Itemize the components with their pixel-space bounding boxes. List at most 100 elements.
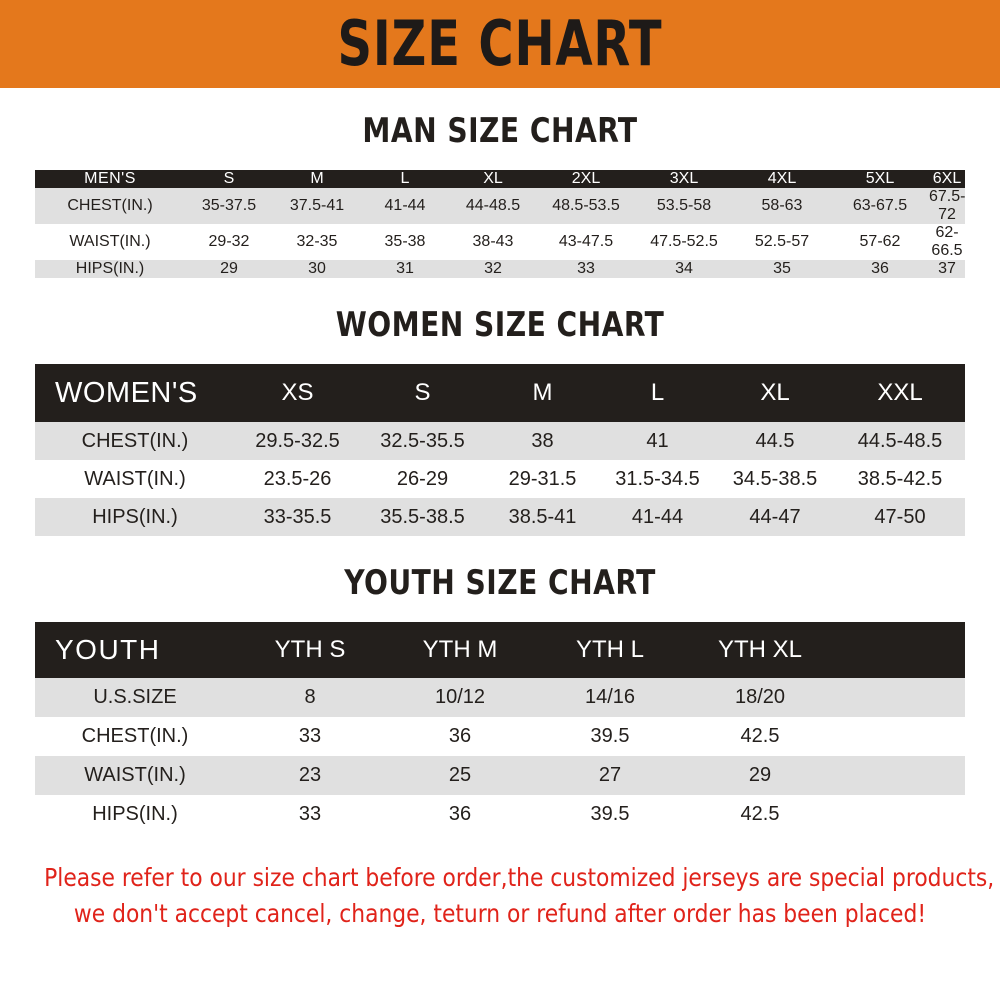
man-column-header-3xl: 3XL bbox=[669, 170, 699, 187]
man-column-header-4xl: 4XL bbox=[767, 170, 797, 187]
women-size-chart-block: WOMEN'S XS S M L XL XXL CHEST(IN.) 29.5-32.5 32.5… bbox=[35, 364, 965, 536]
table-cell: 38 bbox=[485, 422, 600, 460]
table-cell: 10/12 bbox=[385, 678, 535, 717]
table-cell: 30 bbox=[273, 260, 361, 278]
women-column-header-s: S bbox=[414, 379, 431, 406]
women-column-header-m: M bbox=[532, 379, 553, 406]
women-section-title: WOMEN SIZE CHART bbox=[335, 305, 665, 345]
women-row-label: WAIST(IN.) bbox=[35, 460, 235, 498]
table-cell: 41-44 bbox=[361, 188, 449, 224]
table-cell-spacer bbox=[835, 717, 965, 756]
table-cell: 35-38 bbox=[361, 224, 449, 260]
table-cell: 35-37.5 bbox=[185, 188, 273, 224]
table-row: CHEST(IN.) 33 36 39.5 42.5 bbox=[35, 717, 965, 756]
table-cell: 23.5-26 bbox=[235, 460, 360, 498]
women-column-header-xl: XL bbox=[760, 379, 790, 406]
table-cell: 33 bbox=[235, 795, 385, 834]
table-cell: 29 bbox=[185, 260, 273, 278]
table-row: WAIST(IN.) 23 25 27 29 bbox=[35, 756, 965, 795]
table-cell: 34 bbox=[635, 260, 733, 278]
table-cell: 31 bbox=[361, 260, 449, 278]
table-cell: 36 bbox=[385, 795, 535, 834]
man-corner-label: MEN'S bbox=[84, 170, 136, 187]
table-cell: 39.5 bbox=[535, 717, 685, 756]
table-cell-spacer bbox=[835, 795, 965, 834]
youth-row-label: U.S.SIZE bbox=[35, 678, 235, 717]
table-cell-spacer bbox=[835, 678, 965, 717]
table-cell: 52.5-57 bbox=[733, 224, 831, 260]
table-cell: 62-66.5 bbox=[929, 224, 965, 260]
table-cell: 32-35 bbox=[273, 224, 361, 260]
table-cell: 29.5-32.5 bbox=[235, 422, 360, 460]
man-row-label: HIPS(IN.) bbox=[35, 260, 185, 278]
man-row-label: WAIST(IN.) bbox=[35, 224, 185, 260]
youth-section-title: YOUTH SIZE CHART bbox=[344, 563, 656, 603]
table-cell: 8 bbox=[235, 678, 385, 717]
women-table-header-row: WOMEN'S XS S M L XL XXL bbox=[35, 364, 965, 422]
table-cell: 42.5 bbox=[685, 795, 835, 834]
youth-row-label: CHEST(IN.) bbox=[35, 717, 235, 756]
youth-table-header-row: YOUTH YTH S YTH M YTH L YTH XL bbox=[35, 622, 965, 678]
youth-column-header-yth-l: YTH L bbox=[575, 636, 644, 663]
table-cell: 31.5-34.5 bbox=[600, 460, 715, 498]
table-cell: 47.5-52.5 bbox=[635, 224, 733, 260]
table-row: WAIST(IN.) 29-32 32-35 35-38 38-43 43-47.5 47.… bbox=[35, 224, 965, 260]
page-title: SIZE CHART bbox=[337, 7, 663, 80]
table-cell: 14/16 bbox=[535, 678, 685, 717]
man-size-chart-block: MEN'S S M L XL 2XL 3XL 4XL 5XL 6XL CHEST(IN.) 35-37… bbox=[35, 170, 965, 278]
table-row: HIPS(IN.) 33-35.5 35.5-38.5 38.5-41 41-44 44-… bbox=[35, 498, 965, 536]
table-cell: 25 bbox=[385, 756, 535, 795]
table-cell: 33 bbox=[537, 260, 635, 278]
table-row: CHEST(IN.) 35-37.5 37.5-41 41-44 44-48.5 48.5… bbox=[35, 188, 965, 224]
size-chart-sections: MAN SIZE CHART MEN'S S M L XL 2XL 3XL 4XL 5XL 6XL C… bbox=[0, 114, 1000, 834]
table-cell: 39.5 bbox=[535, 795, 685, 834]
table-cell: 57-62 bbox=[831, 224, 929, 260]
women-column-header-l: L bbox=[650, 379, 665, 406]
table-cell: 36 bbox=[385, 717, 535, 756]
man-column-header-xl: XL bbox=[483, 170, 503, 187]
table-cell: 33 bbox=[235, 717, 385, 756]
women-row-label: HIPS(IN.) bbox=[35, 498, 235, 536]
table-cell: 43-47.5 bbox=[537, 224, 635, 260]
man-size-table: MEN'S S M L XL 2XL 3XL 4XL 5XL 6XL CHEST(IN.) 35-37… bbox=[35, 170, 965, 278]
table-cell: 42.5 bbox=[685, 717, 835, 756]
table-row: WAIST(IN.) 23.5-26 26-29 29-31.5 31.5-34.5 34… bbox=[35, 460, 965, 498]
man-column-header-6xl: 6XL bbox=[932, 170, 962, 187]
youth-header-spacer bbox=[835, 622, 965, 678]
table-cell: 35.5-38.5 bbox=[360, 498, 485, 536]
man-column-header-2xl: 2XL bbox=[571, 170, 601, 187]
man-column-header-m: M bbox=[310, 170, 324, 187]
youth-size-table: YOUTH YTH S YTH M YTH L YTH XL U.S.SIZE 8 10/12… bbox=[35, 622, 965, 834]
table-cell: 33-35.5 bbox=[235, 498, 360, 536]
table-cell: 44.5-48.5 bbox=[835, 422, 965, 460]
women-size-table: WOMEN'S XS S M L XL XXL CHEST(IN.) 29.5-32.5 32.5… bbox=[35, 364, 965, 536]
table-cell: 32.5-35.5 bbox=[360, 422, 485, 460]
table-cell: 29 bbox=[685, 756, 835, 795]
women-row-label: CHEST(IN.) bbox=[35, 422, 235, 460]
table-cell: 44.5 bbox=[715, 422, 835, 460]
table-cell: 29-31.5 bbox=[485, 460, 600, 498]
footer-disclaimer: Please refer to our size chart before or… bbox=[30, 860, 994, 933]
youth-row-label: HIPS(IN.) bbox=[35, 795, 235, 834]
man-table-header-row: MEN'S S M L XL 2XL 3XL 4XL 5XL 6XL bbox=[35, 170, 965, 188]
table-cell: 48.5-53.5 bbox=[537, 188, 635, 224]
table-cell: 37.5-41 bbox=[273, 188, 361, 224]
table-cell: 47-50 bbox=[835, 498, 965, 536]
table-row: CHEST(IN.) 29.5-32.5 32.5-35.5 38 41 44.5 44.5… bbox=[35, 422, 965, 460]
table-cell: 38.5-41 bbox=[485, 498, 600, 536]
table-cell: 63-67.5 bbox=[831, 188, 929, 224]
table-row: U.S.SIZE 8 10/12 14/16 18/20 bbox=[35, 678, 965, 717]
table-cell: 44-48.5 bbox=[449, 188, 537, 224]
youth-row-label: WAIST(IN.) bbox=[35, 756, 235, 795]
man-column-header-5xl: 5XL bbox=[865, 170, 895, 187]
table-cell: 41 bbox=[600, 422, 715, 460]
footer-line-2: we don't accept cancel, change, teturn o… bbox=[73, 899, 927, 929]
table-cell: 53.5-58 bbox=[635, 188, 733, 224]
youth-column-header-yth-s: YTH S bbox=[274, 636, 346, 663]
table-cell: 38-43 bbox=[449, 224, 537, 260]
table-cell: 26-29 bbox=[360, 460, 485, 498]
youth-column-header-yth-m: YTH M bbox=[422, 636, 498, 663]
table-cell: 32 bbox=[449, 260, 537, 278]
youth-size-chart-block: YOUTH YTH S YTH M YTH L YTH XL U.S.SIZE 8 10/12… bbox=[35, 622, 965, 834]
man-column-header-l: L bbox=[400, 170, 410, 187]
